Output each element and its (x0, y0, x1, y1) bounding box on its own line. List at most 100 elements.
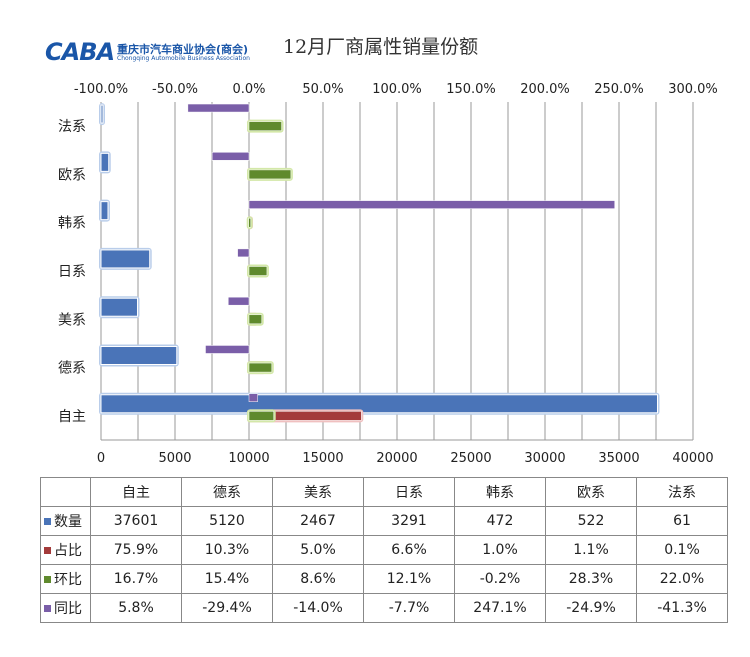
bar-数量 (100, 201, 109, 221)
bar-环比 (248, 362, 273, 373)
table-row: 数量 37601 5120 2467 3291 472 522 61 (40, 506, 728, 536)
row-label: 数量 (54, 514, 82, 530)
table-cell: 0.1% (636, 535, 728, 565)
table-cell: 5.0% (272, 535, 364, 565)
bar-环比 (248, 266, 268, 276)
x-tick-label: 0 (97, 451, 105, 466)
table-column-header: 韩系 (454, 477, 546, 507)
x-tick-label: 40000 (672, 451, 713, 466)
table-cell: 75.9% (90, 535, 182, 565)
x-tick-label: 5000 (158, 451, 191, 466)
x-tick-label: 25000 (450, 451, 491, 466)
table-row: 环比 16.7% 15.4% 8.6% 12.1% -0.2% 28.3% 22.0% (40, 564, 728, 594)
table-row: 同比 5.8% -29.4% -14.0% -7.7% 247.1% -24.9% -41.3… (40, 593, 728, 623)
secondary-tick-label: 200.0% (520, 82, 570, 97)
category-label: 美系 (58, 312, 86, 328)
secondary-tick-label: 300.0% (668, 82, 718, 97)
bar-环比 (248, 411, 274, 421)
bar-环比 (248, 169, 292, 180)
table-column-header: 美系 (272, 477, 364, 507)
bar-环比 (248, 121, 282, 131)
bar-同比 (211, 152, 250, 161)
table-cell: 10.3% (181, 535, 273, 565)
bar-数量 (100, 297, 139, 317)
table-cell: -29.4% (181, 593, 273, 623)
table-cell: -41.3% (636, 593, 728, 623)
category-label: 欧系 (58, 167, 86, 183)
category-label: 自主 (58, 409, 86, 425)
row-label: 占比 (54, 543, 82, 559)
category-label: 日系 (58, 264, 86, 280)
table-row: 占比 75.9% 10.3% 5.0% 6.6% 1.0% 1.1% 0.1% (40, 535, 728, 565)
bar-环比 (248, 217, 251, 228)
table-cell: 6.6% (363, 535, 455, 565)
bar-同比 (237, 248, 250, 258)
table-cell: 16.7% (90, 564, 182, 594)
table-cell: -0.2% (454, 564, 546, 594)
bar-同比 (248, 393, 258, 402)
logo-name-en: Chongqing Automobile Business Associatio… (117, 55, 250, 62)
bar-数量 (100, 394, 658, 414)
row-label: 同比 (54, 601, 82, 617)
bar-数量 (100, 346, 178, 365)
x-tick-label: 20000 (376, 451, 417, 466)
logo-name-cn: 重庆市汽车商业协会(商会) (117, 43, 249, 56)
bar-环比 (248, 314, 262, 325)
table-column-header: 日系 (363, 477, 455, 507)
table-row-header: 环比 (40, 564, 91, 594)
table-header-row: 自主 德系 美系 日系 韩系 欧系 法系 (40, 477, 728, 507)
table-cell: -7.7% (363, 593, 455, 623)
table-column-header: 法系 (636, 477, 728, 507)
category-label: 韩系 (58, 216, 86, 232)
x-tick-label: 35000 (598, 451, 639, 466)
table-column-header: 德系 (181, 477, 273, 507)
table-row-header: 数量 (40, 506, 91, 536)
secondary-tick-label: 0.0% (232, 82, 265, 97)
secondary-tick-label: 250.0% (594, 82, 644, 97)
table-cell: 1.1% (545, 535, 637, 565)
table-cell: -24.9% (545, 593, 637, 623)
x-tick-label: 10000 (228, 451, 269, 466)
table-cell: 1.0% (454, 535, 546, 565)
row-label: 环比 (54, 572, 82, 588)
table-cell: 8.6% (272, 564, 364, 594)
table-cell: 522 (545, 506, 637, 536)
category-label: 法系 (58, 119, 86, 135)
table-cell: 3291 (363, 506, 455, 536)
table-corner-cell (40, 477, 91, 507)
table-cell: 61 (636, 506, 728, 536)
bar-同比 (248, 200, 615, 209)
x-tick-label: 30000 (524, 451, 565, 466)
table-cell: 37601 (90, 506, 182, 536)
bar-数量 (100, 152, 110, 172)
table-cell: 28.3% (545, 564, 637, 594)
association-logo: CABA 重庆市汽车商业协会(商会) Chongqing Automobile … (45, 38, 265, 68)
table-cell: -14.0% (272, 593, 364, 623)
secondary-tick-label: 100.0% (372, 82, 422, 97)
table-cell: 5120 (181, 506, 273, 536)
table-row-header: 占比 (40, 535, 91, 565)
table-cell: 22.0% (636, 564, 728, 594)
bar-同比 (228, 296, 250, 306)
table-cell: 472 (454, 506, 546, 536)
bar-数量 (100, 249, 151, 269)
secondary-tick-label: -50.0% (152, 82, 198, 97)
category-label: 德系 (58, 361, 86, 377)
legend-swatch (44, 605, 51, 612)
secondary-tick-label: 150.0% (446, 82, 496, 97)
table-cell: 2467 (272, 506, 364, 536)
bar-chart: 0 5000 10000 15000 20000 25000 30000 35000 40000… (58, 82, 718, 466)
table-body: 数量 37601 5120 2467 3291 472 522 61 占比 75.9% 10.3% 5… (40, 506, 728, 623)
secondary-tick-label: -100.0% (74, 82, 128, 97)
table-cell: 12.1% (363, 564, 455, 594)
data-table: 自主 德系 美系 日系 韩系 欧系 法系 数量 37601 5120 2467 3291 472 522… (40, 477, 728, 623)
bar-同比 (205, 345, 250, 354)
legend-swatch (44, 518, 51, 525)
secondary-tick-label: 50.0% (302, 82, 343, 97)
table-column-header: 自主 (90, 477, 182, 507)
bar-数量 (100, 104, 104, 124)
legend-swatch (44, 547, 51, 554)
bar-同比 (187, 103, 250, 113)
table-column-header: 欧系 (545, 477, 637, 507)
table-row-header: 同比 (40, 593, 91, 623)
